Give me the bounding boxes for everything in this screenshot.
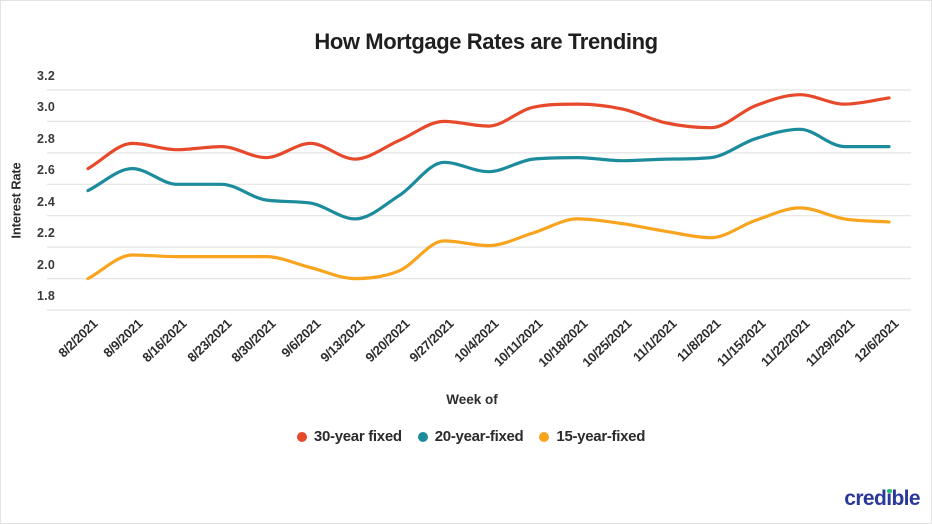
chart-title: How Mortgage Rates are Trending — [314, 29, 658, 54]
legend-item-15-year-fixed[interactable]: 15-year-fixed — [539, 428, 645, 445]
x-axis-title: Week of — [446, 392, 498, 407]
y-tick-label: 3.2 — [37, 69, 55, 83]
y-tick-label: 1.8 — [37, 289, 55, 303]
legend-label: 30-year fixed — [313, 428, 402, 445]
legend-label: 20-year-fixed — [434, 428, 524, 445]
logo-i-green-dot: ı — [886, 487, 892, 510]
series-line-30-year-fixed — [86, 93, 891, 171]
legend-label: 15-year-fixed — [556, 428, 646, 445]
legend-item-30-year-fixed[interactable]: 30-year fixed — [296, 428, 402, 445]
credible-logo: credı ble — [844, 487, 920, 510]
y-tick-label: 2.8 — [37, 131, 55, 146]
y-tick-label: 2.4 — [37, 194, 55, 209]
y-tick-label: 2.2 — [37, 226, 55, 241]
chart-legend: 30-year fixed 20-year-fixed 15-year-fixed — [11, 428, 931, 445]
legend-dot — [539, 431, 550, 442]
legend-dot — [296, 431, 307, 442]
y-tick-label: 2.6 — [37, 163, 55, 178]
y-tick-label: 2.0 — [37, 257, 55, 272]
legend-item-20-year-fixed[interactable]: 20-year-fixed — [417, 428, 524, 445]
series-line-20-year-fixed — [86, 127, 891, 221]
legend-dot — [417, 431, 428, 442]
y-tick-label: 3.0 — [37, 100, 55, 115]
series-line-15-year-fixed — [86, 206, 891, 281]
